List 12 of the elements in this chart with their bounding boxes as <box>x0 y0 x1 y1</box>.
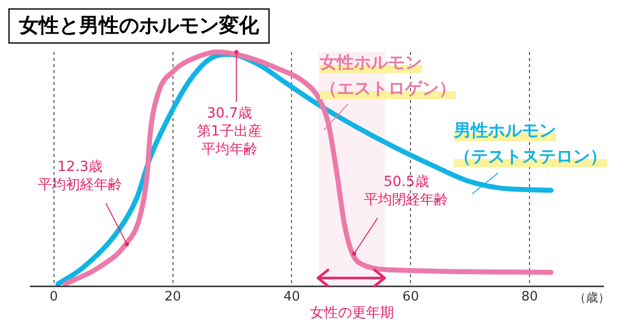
series-label: 男性ホルモン（テストステロン） <box>454 121 607 167</box>
x-tick-label: 20 <box>164 290 182 305</box>
x-tick-label: 40 <box>283 290 300 305</box>
annotation: 30.7歳第1子出産平均年齢 <box>196 106 262 158</box>
band-label: 女性の更年期 <box>310 305 394 322</box>
x-tick-label: 60 <box>402 290 419 305</box>
annotation: 50.5歳平均閉経年齢 <box>364 174 448 208</box>
x-axis-title: （歳） <box>574 290 610 305</box>
chart-title: 女性と男性のホルモン変化 <box>18 13 260 38</box>
annotation: 12.3歳平均初経年齢 <box>38 158 122 193</box>
x-tick-label: 0 <box>50 290 58 305</box>
x-tick-label: 80 <box>521 290 538 305</box>
